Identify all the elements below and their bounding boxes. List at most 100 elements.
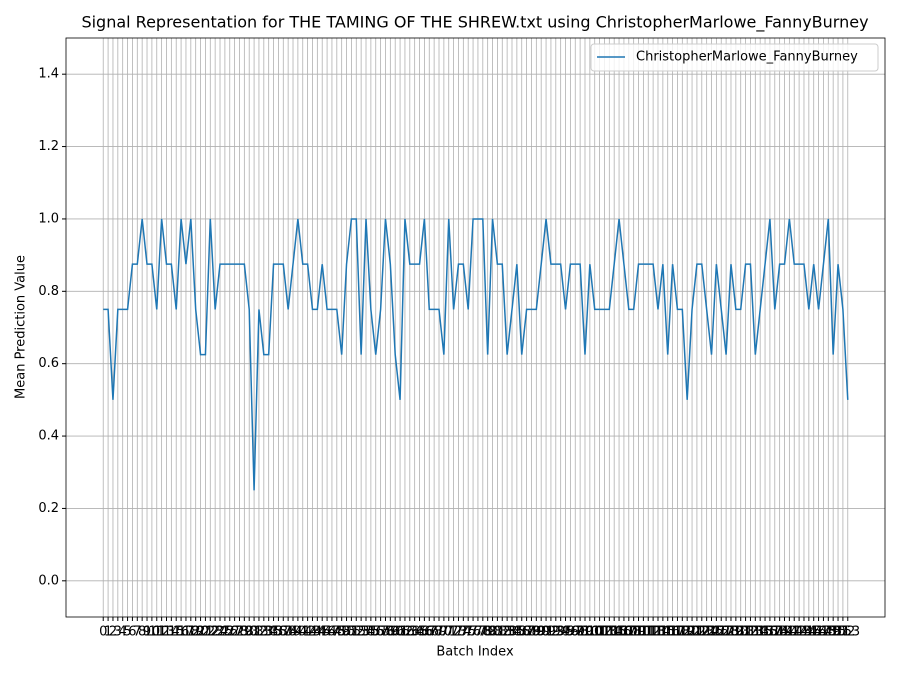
x-tick-label: 59: [382, 625, 399, 640]
x-tick-label: 37: [275, 625, 292, 640]
x-tick-label: 15: [168, 625, 185, 640]
x-tick-label: 60: [387, 625, 404, 640]
x-tick-label: 144: [792, 625, 817, 640]
x-tick-label: 75: [460, 625, 477, 640]
x-tick-label: 141: [777, 625, 802, 640]
x-tick-label: 18: [183, 625, 200, 640]
x-tick-label: 89: [528, 625, 545, 640]
x-tick-label: 63: [402, 625, 419, 640]
x-tick-label: 39: [285, 625, 302, 640]
x-tick-label: 116: [655, 625, 680, 640]
x-tick-label: 24: [212, 625, 229, 640]
x-tick-label: 151: [826, 625, 851, 640]
x-tick-label: 72: [445, 625, 462, 640]
x-tick-label: 114: [646, 625, 671, 640]
x-tick-label: 53: [353, 625, 370, 640]
x-tick-label: 130: [723, 625, 748, 640]
x-tick-label: 107: [612, 625, 637, 640]
x-tick-label: 87: [518, 625, 535, 640]
x-tick-label: 44: [309, 625, 326, 640]
x-tick-label: 99: [577, 625, 594, 640]
x-tick-label: 40: [290, 625, 307, 640]
x-tick-label: 45: [314, 625, 331, 640]
x-tick-label: 120: [675, 625, 700, 640]
x-tick-label: 102: [587, 625, 612, 640]
x-tick-label: 132: [733, 625, 758, 640]
x-tick-label: 66: [416, 625, 433, 640]
x-tick-label: 50: [338, 625, 355, 640]
x-tick-label: 36: [270, 625, 287, 640]
x-tick-label: 117: [660, 625, 685, 640]
x-tick-label: 12: [153, 625, 170, 640]
x-tick-label: 94: [552, 625, 569, 640]
x-tick-label: 11: [148, 625, 165, 640]
x-tick-label: 73: [450, 625, 467, 640]
x-tick-label: 14: [163, 625, 180, 640]
x-tick-label: 100: [577, 625, 602, 640]
x-tick-label: 20: [192, 625, 209, 640]
x-tick-label: 129: [719, 625, 744, 640]
x-tick-label: 92: [543, 625, 560, 640]
x-tick-label: 41: [294, 625, 311, 640]
x-tick-label: 146: [801, 625, 826, 640]
x-tick-label: 105: [602, 625, 627, 640]
x-tick-label: 109: [621, 625, 646, 640]
x-tick-label: 33: [256, 625, 273, 640]
x-tick-label: 10: [144, 625, 161, 640]
y-tick-label: 1.4: [38, 67, 59, 82]
x-tick-label: 133: [738, 625, 763, 640]
x-tick-label: 56: [367, 625, 384, 640]
x-tick-label: 19: [187, 625, 204, 640]
x-tick-label: 42: [299, 625, 316, 640]
x-tick-label: 125: [699, 625, 724, 640]
x-tick-label: 138: [762, 625, 787, 640]
x-tick-label: 103: [592, 625, 617, 640]
x-tick-label: 128: [714, 625, 739, 640]
x-tick-label: 82: [494, 625, 511, 640]
x-tick-label: 9: [143, 625, 151, 640]
x-tick-label: 153: [835, 625, 860, 640]
x-tick-label: 108: [616, 625, 641, 640]
x-tick-label: 54: [358, 625, 375, 640]
x-tick-label: 118: [665, 625, 690, 640]
x-tick-label: 85: [509, 625, 526, 640]
x-tick-label: 147: [806, 625, 831, 640]
x-tick-label: 83: [499, 625, 516, 640]
x-tick-label: 51: [343, 625, 360, 640]
x-tick-label: 122: [685, 625, 710, 640]
x-tick-label: 55: [363, 625, 380, 640]
y-tick-label: 0.8: [38, 284, 59, 299]
x-tick-label: 32: [251, 625, 268, 640]
x-tick-label: 81: [489, 625, 506, 640]
y-tick-label: 0.0: [38, 573, 59, 588]
x-tick-label: 1: [104, 625, 112, 640]
x-tick-label: 48: [329, 625, 346, 640]
x-tick-label: 22: [202, 625, 219, 640]
y-tick-label: 0.4: [38, 429, 59, 444]
x-tick-label: 78: [475, 625, 492, 640]
x-tick-label: 110: [626, 625, 651, 640]
x-tick-label: 126: [704, 625, 729, 640]
x-tick-label: 119: [670, 625, 695, 640]
x-tick-label: 38: [280, 625, 297, 640]
x-tick-label: 121: [680, 625, 705, 640]
x-tick-label: 0: [99, 625, 107, 640]
y-tick-label: 0.6: [38, 356, 59, 371]
x-tick-label: 140: [772, 625, 797, 640]
x-tick-label: 27: [226, 625, 243, 640]
x-tick-label: 47: [324, 625, 341, 640]
x-tick-label: 7: [133, 625, 141, 640]
x-tick-label: 135: [748, 625, 773, 640]
x-tick-label: 96: [562, 625, 579, 640]
x-tick-label: 3: [114, 625, 122, 640]
chart-title: Signal Representation for THE TAMING OF …: [81, 13, 868, 33]
legend-label: ChristopherMarlowe_FannyBurney: [636, 50, 858, 65]
x-tick-label: 31: [246, 625, 263, 640]
x-tick-label: 58: [377, 625, 394, 640]
x-tick-label: 76: [465, 625, 482, 640]
x-tick-label: 77: [470, 625, 487, 640]
y-tick-label: 0.2: [38, 501, 59, 516]
x-tick-label: 25: [217, 625, 234, 640]
